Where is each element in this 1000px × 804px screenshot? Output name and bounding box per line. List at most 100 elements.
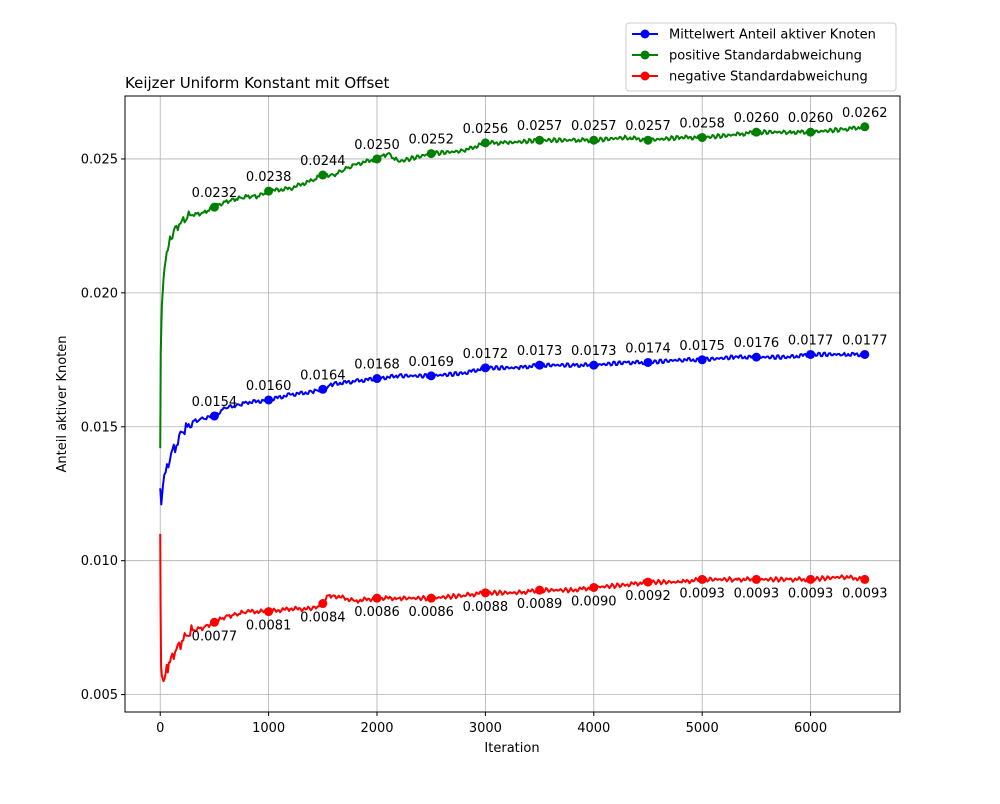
x-tick-label: 4000 bbox=[577, 721, 610, 736]
y-tick-label: 0.010 bbox=[81, 554, 118, 569]
series-1-marker bbox=[372, 374, 382, 384]
series-1-data-label: 0.0154 bbox=[192, 395, 238, 410]
series-3-data-label: 0.0077 bbox=[192, 629, 238, 644]
series-1-marker bbox=[318, 384, 328, 394]
series-1-marker bbox=[806, 349, 816, 359]
x-tick-label: 1000 bbox=[252, 721, 285, 736]
series-3-data-label: 0.0090 bbox=[571, 594, 617, 609]
plot-frame bbox=[124, 95, 901, 713]
series-2-marker bbox=[697, 133, 707, 143]
series-1-marker bbox=[860, 349, 870, 359]
series-1-data-label: 0.0173 bbox=[517, 344, 563, 359]
series-3-data-label: 0.0086 bbox=[408, 605, 454, 620]
series-2-data-label: 0.0256 bbox=[463, 122, 509, 137]
series-3-data-label: 0.0092 bbox=[625, 589, 671, 604]
series-3-marker bbox=[806, 574, 816, 584]
x-tick-label: 0 bbox=[156, 721, 164, 736]
series-line-2 bbox=[159, 124, 866, 449]
series-2-data-label: 0.0250 bbox=[354, 138, 400, 153]
series-3-data-label: 0.0089 bbox=[517, 597, 563, 612]
x-tick-label: 6000 bbox=[794, 721, 827, 736]
series-2-marker bbox=[209, 202, 219, 212]
legend-marker-1 bbox=[640, 29, 650, 39]
x-axis-label: Iteration bbox=[484, 741, 539, 756]
series-1-marker bbox=[264, 395, 274, 405]
series-2-data-label: 0.0238 bbox=[246, 170, 292, 185]
series-3-data-label: 0.0093 bbox=[842, 586, 888, 601]
series-3-marker bbox=[535, 585, 545, 595]
series-2-marker bbox=[372, 154, 382, 164]
series-2-marker bbox=[751, 127, 761, 137]
series-3-marker bbox=[643, 577, 653, 587]
series-2-data-label: 0.0244 bbox=[300, 154, 346, 169]
series-curves bbox=[159, 124, 866, 683]
series-2-marker bbox=[264, 186, 274, 196]
series-1-data-label: 0.0173 bbox=[571, 344, 617, 359]
series-1-data-label: 0.0176 bbox=[734, 336, 780, 351]
series-1-marker bbox=[426, 371, 436, 381]
series-1-marker bbox=[751, 352, 761, 362]
series-2-marker bbox=[480, 138, 490, 148]
series-line-1 bbox=[159, 351, 866, 506]
series-1-data-label: 0.0172 bbox=[463, 347, 509, 362]
series-3-data-label: 0.0093 bbox=[788, 586, 834, 601]
y-tick-label: 0.020 bbox=[81, 286, 118, 301]
data-labels: 0.0154 0.0160 0.0164 0.0168 0.0169 0.0172 0.01… bbox=[192, 106, 888, 644]
series-2-marker bbox=[643, 135, 653, 145]
legend-label-1: Mittelwert Anteil aktiver Knoten bbox=[669, 28, 876, 43]
series-2-data-label: 0.0258 bbox=[679, 117, 725, 132]
series-line-3 bbox=[159, 533, 866, 683]
series-1-marker bbox=[589, 360, 599, 370]
axis-ticks: 0 1000 2000 3000 4000 5000 6000 0.005 0.010 0.015… bbox=[81, 152, 827, 736]
series-1-data-label: 0.0164 bbox=[300, 368, 346, 383]
legend-marker-2 bbox=[640, 50, 650, 60]
series-3-data-label: 0.0093 bbox=[734, 586, 780, 601]
y-tick-label: 0.025 bbox=[81, 152, 118, 167]
series-3-data-label: 0.0086 bbox=[354, 605, 400, 620]
y-tick-label: 0.015 bbox=[81, 420, 118, 435]
series-2-marker bbox=[318, 170, 328, 180]
legend-label-3: negative Standardabweichung bbox=[669, 70, 868, 85]
series-3-marker bbox=[697, 574, 707, 584]
series-1-marker bbox=[209, 411, 219, 421]
chart-title: Keijzer Uniform Konstant mit Offset bbox=[125, 74, 390, 92]
series-1-data-label: 0.0177 bbox=[842, 333, 888, 348]
series-1-marker bbox=[697, 355, 707, 365]
series-1-marker bbox=[643, 357, 653, 367]
series-2-data-label: 0.0252 bbox=[408, 133, 454, 148]
series-2-marker bbox=[589, 135, 599, 145]
series-1-data-label: 0.0160 bbox=[246, 379, 292, 394]
legend-marker-3 bbox=[640, 71, 650, 81]
series-1-data-label: 0.0174 bbox=[625, 341, 671, 356]
series-3-data-label: 0.0093 bbox=[679, 586, 725, 601]
series-3-marker bbox=[480, 588, 490, 598]
series-3-marker bbox=[264, 607, 274, 617]
x-tick-label: 5000 bbox=[686, 721, 719, 736]
legend: Mittelwert Anteil aktiver Knoten positive… bbox=[625, 22, 897, 92]
series-2-data-label: 0.0260 bbox=[734, 111, 780, 126]
series-3-marker bbox=[426, 593, 436, 603]
series-2-marker bbox=[806, 127, 816, 137]
y-axis-label: Anteil aktiver Knoten bbox=[55, 335, 70, 472]
series-2-data-label: 0.0257 bbox=[571, 119, 617, 134]
series-1-data-label: 0.0175 bbox=[679, 339, 725, 354]
series-2-marker bbox=[426, 149, 436, 159]
series-3-marker bbox=[318, 599, 328, 609]
series-2-marker bbox=[860, 122, 870, 132]
x-tick-label: 3000 bbox=[469, 721, 502, 736]
series-markers bbox=[209, 122, 870, 627]
x-tick-label: 2000 bbox=[360, 721, 393, 736]
series-2-data-label: 0.0262 bbox=[842, 106, 888, 121]
series-2-data-label: 0.0257 bbox=[625, 119, 671, 134]
series-1-marker bbox=[480, 363, 490, 373]
series-3-marker bbox=[589, 582, 599, 592]
series-2-data-label: 0.0232 bbox=[192, 186, 238, 201]
series-1-data-label: 0.0177 bbox=[788, 333, 834, 348]
legend-label-2: positive Standardabweichung bbox=[669, 49, 862, 64]
series-2-data-label: 0.0257 bbox=[517, 119, 563, 134]
series-3-data-label: 0.0088 bbox=[463, 600, 509, 615]
series-1-data-label: 0.0168 bbox=[354, 358, 400, 373]
series-3-marker bbox=[751, 574, 761, 584]
